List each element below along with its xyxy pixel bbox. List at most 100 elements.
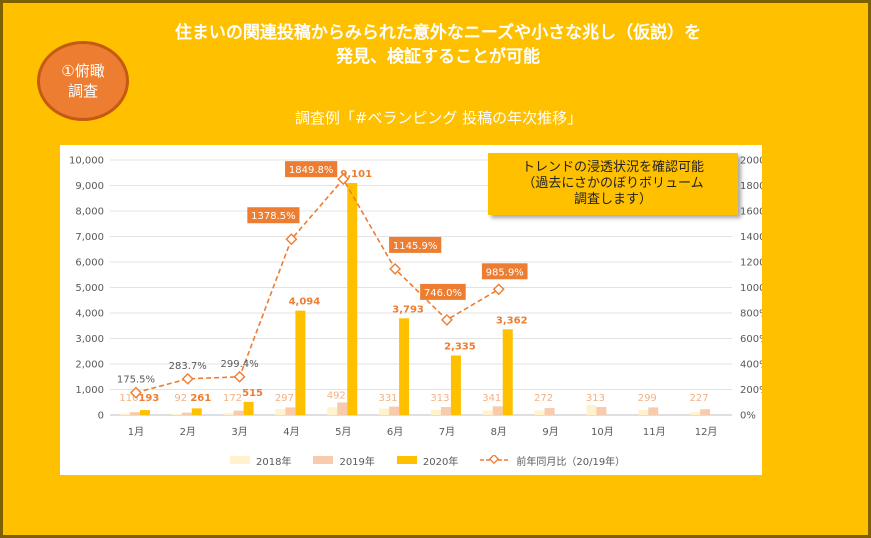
ratio-marker: [337, 173, 350, 186]
x-tick-label: 5月: [335, 426, 351, 438]
y-right-tick-label: 1800%: [740, 181, 762, 192]
y-right-tick-label: 600%: [740, 334, 762, 345]
data-label-2019: 313: [430, 393, 449, 404]
bar-2019: [544, 408, 555, 415]
ratio-label: 985.9%: [486, 267, 524, 278]
data-label-2019: 297: [275, 393, 294, 404]
bar-2020: [347, 182, 358, 415]
bar-2019: [440, 407, 451, 415]
bar-2019: [700, 409, 711, 415]
bar-2020: [191, 408, 202, 415]
data-label-2020: 3,362: [496, 315, 528, 326]
y-right-tick-label: 200%: [740, 385, 762, 396]
data-label-2019: 172: [223, 393, 242, 404]
bar-2018: [638, 409, 649, 415]
ratio-label: 1849.8%: [289, 165, 334, 176]
legend-label-2018: 2018年: [256, 456, 292, 468]
bar-2018: [171, 413, 182, 415]
legend-label-2019: 2019年: [339, 456, 375, 468]
ratio-marker: [389, 262, 402, 275]
data-label-2019: 341: [482, 393, 501, 404]
data-label-2020: 9,101: [340, 169, 372, 180]
ratio-marker: [440, 313, 453, 326]
bar-2020: [139, 410, 150, 415]
y-right-tick-label: 400%: [740, 360, 762, 371]
legend-item-2019: 2019年: [313, 453, 375, 468]
bar-2018: [482, 410, 493, 415]
callout-line-1: トレンドの浸透状況を確認可能: [521, 160, 704, 175]
bar-2018: [586, 405, 597, 415]
x-tick-label: 2月: [180, 426, 196, 438]
callout-line-2: （過去にさかのぼりボリューム: [522, 176, 704, 191]
headline-line-1: 住まいの関連投稿からみられた意外なニーズや小さな兆し（仮説）を: [174, 23, 702, 43]
y-left-tick-label: 1,000: [75, 385, 104, 396]
ratio-label-box: [481, 263, 528, 280]
y-right-tick-label: 1400%: [740, 232, 762, 243]
bar-2019: [233, 410, 244, 415]
ratio-marker: [129, 386, 142, 399]
bar-2019: [181, 412, 192, 415]
ratio-label: 1145.9%: [393, 241, 438, 252]
y-left-tick-label: 3,000: [75, 334, 104, 345]
bar-2019: [492, 406, 503, 415]
legend-item-2018: 2018年: [230, 453, 291, 468]
x-tick-label: 9月: [542, 426, 558, 438]
badge-line-1: ①俯瞰: [61, 62, 105, 80]
bar-2018: [327, 407, 338, 415]
x-tick-label: 7月: [439, 426, 455, 438]
ratio-line: [135, 177, 500, 394]
legend-swatch-2019: [313, 456, 334, 464]
bar-2019: [285, 407, 296, 415]
x-tick-label: 12月: [695, 426, 718, 438]
ratio-label: 1378.5%: [251, 211, 296, 222]
y-right-tick-label: 2000%: [740, 156, 762, 167]
ratio-label-box: [285, 161, 338, 178]
bar-2018: [534, 410, 545, 415]
chart: 0 1,000 2,000 3,000 4,000 5,000 6,000 7,000 8,00…: [69, 156, 775, 439]
x-tick-label: 1月: [128, 426, 144, 438]
y-right-tick-label: 1200%: [740, 258, 762, 269]
y-right-tick-label: 1600%: [740, 207, 762, 218]
x-tick-label: 10月: [591, 426, 614, 438]
bar-2018: [430, 409, 441, 415]
headline: 住まいの関連投稿からみられた意外なニーズや小さな兆し（仮説）を 発見、検証するこ…: [123, 21, 753, 69]
y-left-tick-label: 8,000: [75, 207, 104, 218]
x-tick-label: 4月: [283, 426, 299, 438]
chart-legend: 2018年 2019年 2020年 前年同月比（20/19年）: [230, 450, 625, 470]
y-left-tick-label: 5,000: [75, 283, 104, 294]
bar-2018: [119, 413, 130, 415]
ratio-marker: [285, 233, 298, 246]
data-label-2019: 227: [690, 393, 709, 404]
y-left-tick-label: 7,000: [75, 232, 104, 243]
x-tick-label: 11月: [643, 426, 666, 438]
data-label-2020: 2,335: [444, 341, 476, 352]
ratio-marker: [181, 372, 194, 385]
ratio-label-box: [247, 207, 300, 224]
data-label-2020: 193: [138, 393, 159, 404]
legend-swatch-2018: [230, 456, 250, 464]
ratio-label-box: [420, 283, 466, 300]
data-label-2020: 515: [242, 388, 263, 399]
bar-2020: [399, 318, 410, 415]
data-label-2019: 92: [174, 393, 187, 404]
y-right-tick-label: 800%: [740, 309, 762, 320]
bar-2018: [379, 408, 390, 415]
data-label-2019: 313: [586, 393, 605, 404]
data-label-2019: 272: [534, 393, 553, 404]
chart-subtitle: 調査例「#ベランピング 投稿の年次推移」: [294, 109, 583, 127]
bar-2018: [690, 412, 701, 415]
bar-2019: [596, 407, 607, 415]
bar-2018: [275, 409, 286, 415]
x-tick-label: 3月: [231, 426, 247, 438]
bar-2020: [502, 329, 513, 415]
overview-badge: ①俯瞰 調査: [37, 41, 129, 121]
legend-label-ratio: 前年同月比（20/19年）: [516, 456, 626, 468]
bar-2020: [243, 401, 254, 415]
chart-panel: 0 1,000 2,000 3,000 4,000 5,000 6,000 7,000 8,00…: [60, 145, 775, 475]
ratio-label-box: [389, 236, 442, 253]
data-label-2019: 299: [638, 393, 657, 404]
legend-item-2020: 2020年: [396, 453, 458, 468]
callout-line-3: 調査します）: [573, 192, 652, 207]
y-right-tick-label: 0%: [740, 411, 756, 422]
legend-line-ratio: [480, 455, 511, 465]
